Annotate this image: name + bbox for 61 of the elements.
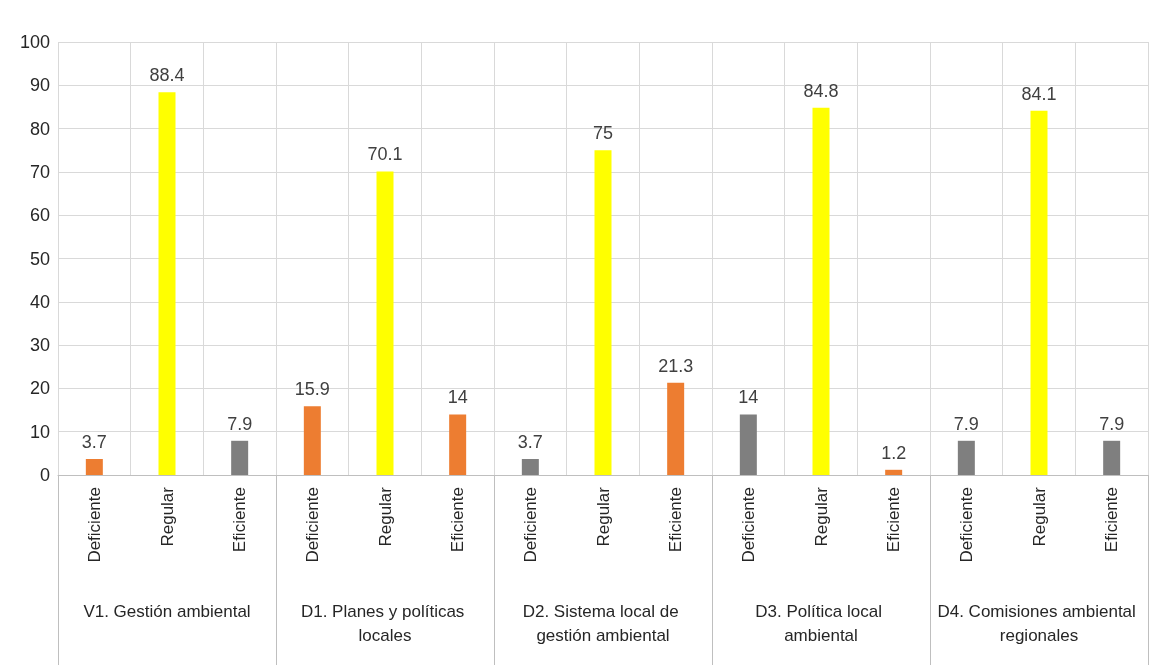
x-tick-label: Regular — [811, 486, 831, 547]
y-tick-label: 20 — [29, 378, 50, 399]
data-label: 75 — [592, 123, 614, 144]
bar — [1103, 440, 1121, 475]
text: D4. Comisiones ambiental regionales — [937, 601, 1141, 645]
bar — [376, 171, 394, 475]
x-tick-label: Deficiente — [520, 487, 540, 563]
bar — [812, 107, 830, 475]
x-tick-label: Eficiente — [1102, 487, 1122, 553]
y-tick-label: 90 — [29, 75, 50, 96]
bar — [1030, 110, 1048, 475]
x-tick-label: Regular — [593, 486, 613, 547]
data-label: 7.9 — [953, 413, 979, 434]
y-tick-label: 50 — [29, 248, 50, 269]
x-tick-label: Deficiente — [84, 487, 104, 563]
x-tick-label: Eficiente — [884, 487, 904, 553]
x-tick-label: Eficiente — [448, 487, 468, 553]
y-tick-label: 60 — [29, 205, 50, 226]
bar — [739, 414, 757, 475]
text: D2. Sistema local de gestión ambiental — [522, 601, 684, 645]
y-tick-label: 70 — [29, 161, 50, 182]
x-tick-label: Regular — [375, 486, 395, 547]
y-tick-label: 30 — [29, 335, 50, 356]
x-tick-label: Eficiente — [230, 487, 250, 553]
data-label: 21.3 — [658, 355, 694, 376]
bar — [85, 458, 103, 475]
data-label: 3.7 — [81, 431, 107, 452]
bar — [303, 406, 321, 475]
bar — [594, 150, 612, 475]
text: D3. Política local ambiental — [755, 601, 887, 645]
data-label: 7.9 — [1099, 413, 1125, 434]
bar — [885, 469, 903, 475]
bar — [957, 440, 975, 475]
bar — [158, 92, 176, 475]
text: D1. Planes y políticas locales — [300, 601, 470, 645]
y-tick-label: 80 — [29, 118, 50, 139]
x-tick-label: Regular — [157, 486, 177, 547]
bar — [231, 440, 249, 475]
data-label: 1.2 — [881, 442, 907, 463]
data-label: 84.8 — [803, 80, 839, 101]
x-tick-label: Eficiente — [666, 487, 686, 553]
data-label: 14 — [447, 387, 468, 408]
y-tick-label: 0 — [39, 465, 50, 485]
bar — [667, 382, 685, 475]
x-tick-label: Deficiente — [302, 487, 322, 563]
data-label: 88.4 — [149, 65, 185, 86]
x-tick-label: Deficiente — [738, 487, 758, 563]
data-label: 3.7 — [517, 431, 543, 452]
bar — [449, 414, 467, 475]
bar — [521, 458, 539, 475]
x-tick-label: Deficiente — [956, 487, 976, 563]
data-label: 15.9 — [294, 379, 330, 400]
x-tick-label: Regular — [1029, 486, 1049, 547]
y-tick-label: 40 — [29, 291, 50, 312]
y-tick-label: 10 — [29, 421, 50, 442]
data-label: 7.9 — [227, 413, 253, 434]
data-label: 14 — [738, 387, 759, 408]
data-label: 70.1 — [367, 144, 403, 165]
data-label: 84.1 — [1021, 83, 1057, 104]
text: V1. Gestión ambiental — [83, 601, 251, 621]
y-tick-label: 100 — [19, 32, 50, 52]
